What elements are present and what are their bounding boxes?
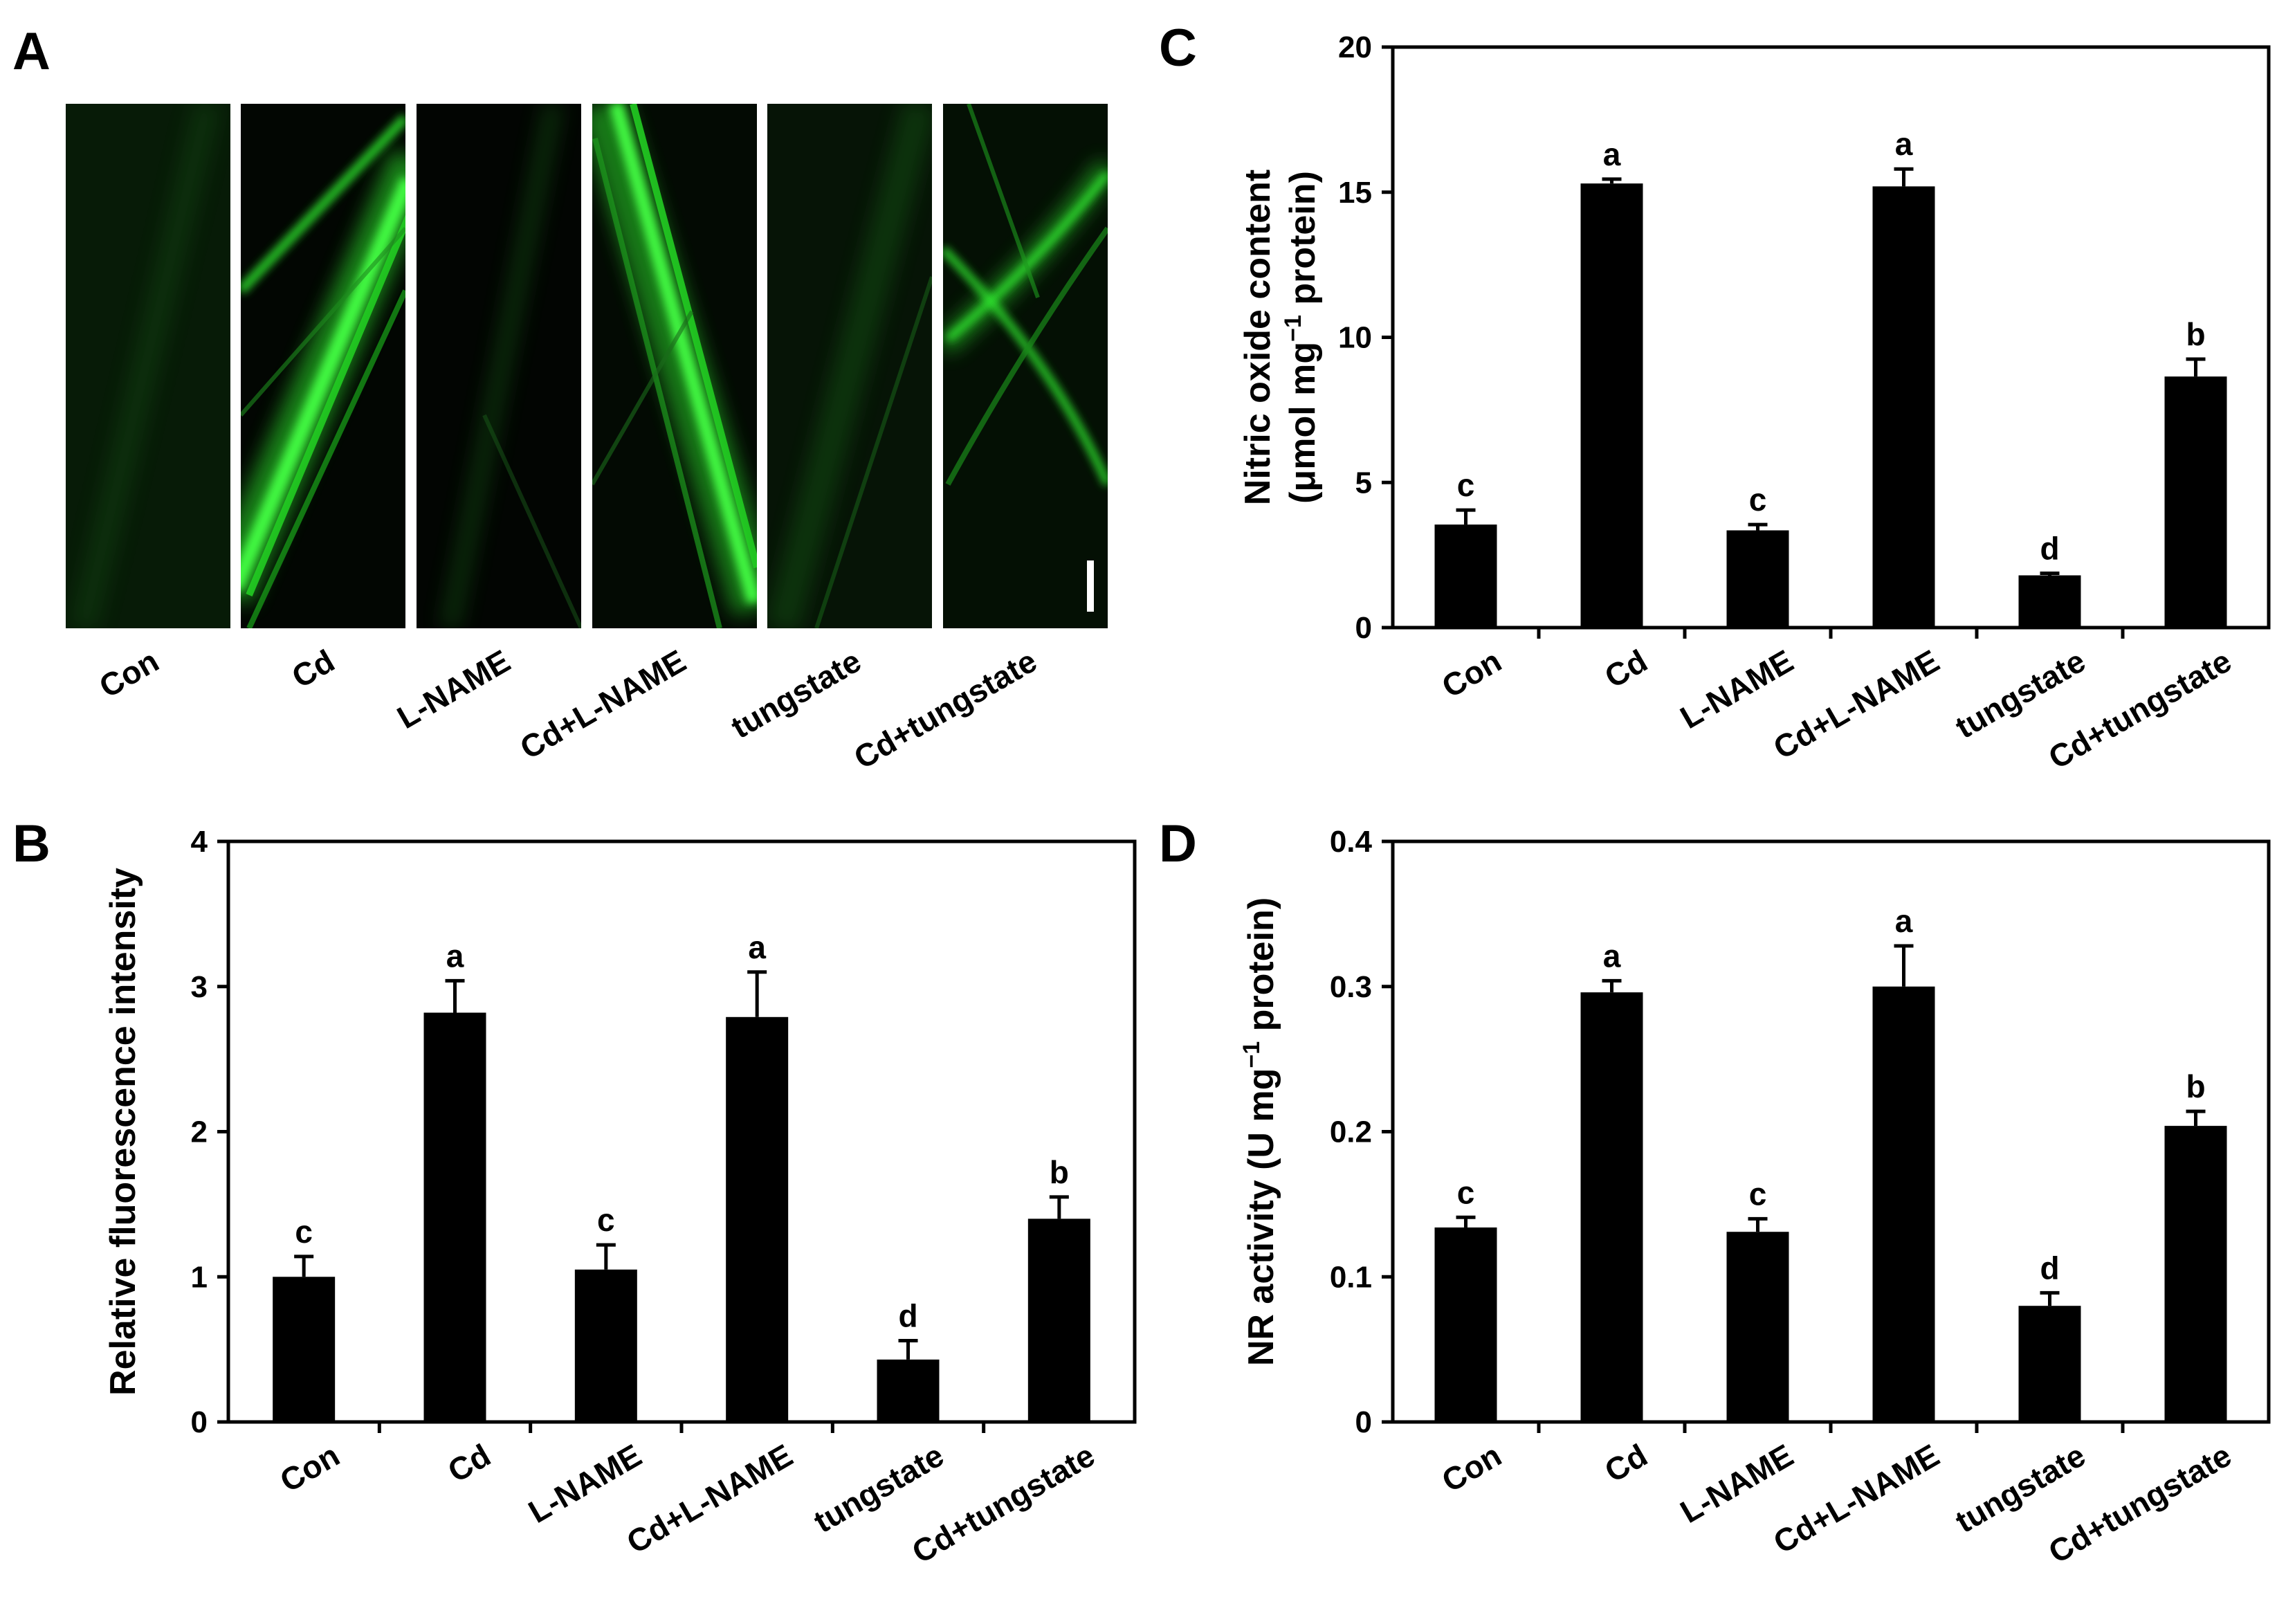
significance-letter: a	[1603, 136, 1621, 172]
significance-letter: a	[748, 929, 766, 965]
y-tick-label: 0	[1355, 611, 1372, 645]
y-tick-label: 0	[191, 1405, 208, 1439]
y-tick-label: 0.2	[1330, 1115, 1372, 1149]
significance-letter: a	[446, 938, 464, 974]
bar-cd-tungstate	[1027, 1219, 1090, 1422]
significance-letter: b	[1050, 1154, 1069, 1190]
category-label-cd: Cd	[1598, 1437, 1653, 1490]
y-tick-label: 0.1	[1330, 1260, 1372, 1294]
y-tick-label: 15	[1338, 176, 1372, 210]
category-label-cd: Cd	[1598, 643, 1653, 695]
panel-a: A	[12, 22, 1108, 776]
micrograph-tungstate	[767, 104, 932, 628]
panel-d: D00.10.20.30.4cConaCdcL-NAMEaCd+L-NAMEdt…	[1159, 814, 2271, 1570]
category-label-cd-l-name: Cd+L-NAME	[1767, 1437, 1945, 1561]
significance-letter: d	[898, 1298, 917, 1334]
y-tick-label: 2	[191, 1115, 208, 1149]
bar-con	[1434, 1227, 1497, 1422]
micrograph-label-tungstate: tungstate	[725, 643, 867, 746]
category-label-l-name: L-NAME	[522, 1437, 648, 1530]
panel-letter-d: D	[1159, 814, 1197, 873]
y-tick-label: 3	[191, 970, 208, 1004]
category-label-con: Con	[1436, 1437, 1507, 1499]
bar-l-name	[1726, 530, 1789, 628]
y-tick-label: 0.4	[1330, 825, 1373, 859]
y-tick-label: 5	[1355, 466, 1372, 500]
category-label-cd-l-name: Cd+L-NAME	[621, 1437, 798, 1561]
significance-letter: a	[1603, 938, 1621, 974]
panel-b: B 0 1 2 3 4 c Con a Cd c L-NAME a Cd+L-NAME d tungstate…	[12, 814, 1137, 1570]
bar-cd	[423, 1012, 486, 1422]
micrograph-label-cd: Cd	[286, 643, 340, 695]
bar-l-name	[1726, 1232, 1789, 1422]
plot-frame	[226, 839, 1137, 1424]
bar-tungstate	[2018, 1306, 2081, 1422]
category-label-cd-l-name: Cd+L-NAME	[1767, 643, 1945, 767]
y-axis-label: Relative fluorescence intensity	[103, 868, 143, 1396]
category-label-l-name: L-NAME	[1674, 643, 1800, 736]
significance-letter: d	[2040, 531, 2059, 567]
bar-con	[1434, 524, 1497, 628]
significance-letter: a	[1895, 903, 1913, 939]
panel-letter-b: B	[12, 814, 51, 873]
bar-cd-l-name	[726, 1016, 789, 1422]
significance-letter: d	[2040, 1250, 2059, 1286]
panel-c: C05101520cConaCdcL-NAMEaCd+L-NAMEdtungst…	[1159, 19, 2271, 776]
y-tick-label: 20	[1338, 30, 1372, 64]
significance-letter: c	[1749, 482, 1767, 518]
significance-letter: b	[2186, 316, 2205, 352]
micrograph-cd	[241, 104, 405, 628]
bar-cd-tungstate	[2164, 1126, 2227, 1422]
bar-cd	[1580, 992, 1643, 1422]
scale-bar	[1087, 560, 1094, 612]
category-label-l-name: L-NAME	[1674, 1437, 1800, 1530]
category-label-cd: Cd	[441, 1437, 496, 1490]
y-tick-label: 0	[1355, 1405, 1372, 1439]
significance-letter: c	[597, 1202, 615, 1238]
y-tick-label: 0.3	[1330, 970, 1372, 1004]
y-axis-label: NR activity (U mg−1 protein)	[1238, 897, 1281, 1366]
bar-l-name	[574, 1269, 637, 1422]
significance-letter: a	[1895, 126, 1913, 162]
panel-letter-c: C	[1159, 19, 1197, 77]
y-axis-label: Nitric oxide content	[1238, 170, 1278, 505]
y-tick-label: 1	[191, 1260, 208, 1294]
significance-letter: c	[295, 1214, 313, 1250]
significance-letter: b	[2186, 1068, 2205, 1104]
significance-letter: c	[1457, 1174, 1475, 1210]
bar-cd-l-name	[1872, 186, 1935, 628]
bar-tungstate	[877, 1359, 940, 1422]
micrograph-l-name	[417, 104, 581, 628]
micrograph-label-cd-l-name: Cd+L-NAME	[514, 643, 692, 767]
bar-con	[273, 1277, 336, 1422]
y-tick-label: 4	[191, 825, 208, 859]
significance-letter: c	[1749, 1176, 1767, 1212]
panel-letter-a: A	[12, 22, 51, 81]
category-label-con: Con	[1436, 643, 1507, 705]
y-tick-label: 10	[1338, 321, 1372, 355]
y-axis-label-line2: (μmol mg−1 protein)	[1280, 171, 1323, 504]
micrograph-cd-tungstate	[943, 104, 1108, 628]
significance-letter: c	[1457, 467, 1475, 503]
category-label-tungstate: tungstate	[807, 1437, 949, 1540]
bar-cd-tungstate	[2164, 376, 2227, 628]
bar-cd	[1580, 183, 1643, 628]
micrograph-label-con: Con	[93, 643, 165, 705]
bar-tungstate	[2018, 575, 2081, 628]
plot-frame	[1391, 839, 2271, 1424]
plot-frame	[1391, 45, 2271, 630]
bar-cd-l-name	[1872, 986, 1935, 1422]
micrograph-label-l-name: L-NAME	[391, 643, 516, 736]
micrograph-cd-l-name	[592, 104, 757, 628]
micrograph-label-cd-tungstate: Cd+tungstate	[848, 643, 1043, 776]
micrograph-con	[66, 104, 230, 628]
category-label-con: Con	[274, 1437, 345, 1499]
